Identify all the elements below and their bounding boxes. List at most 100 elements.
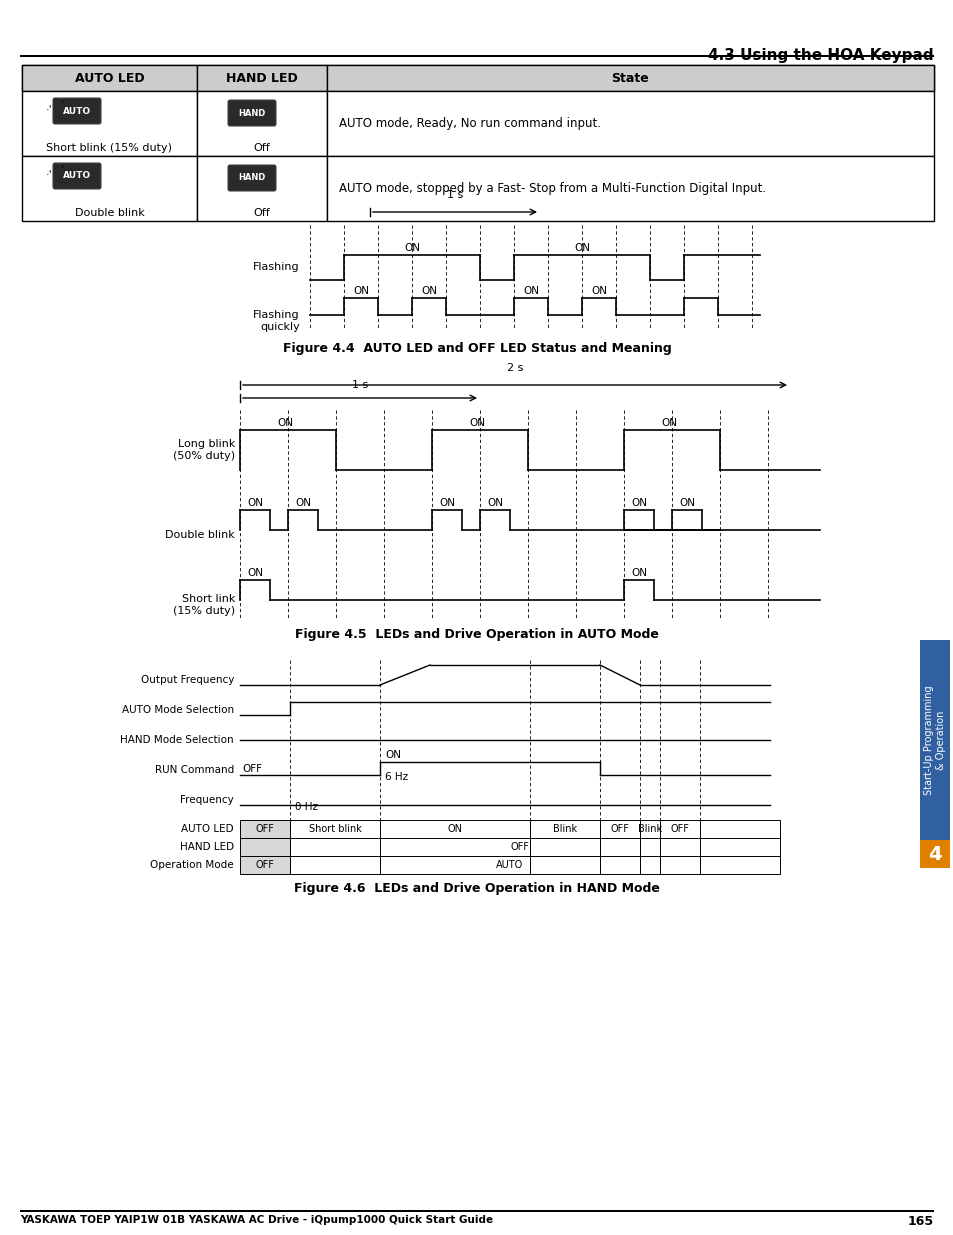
Text: HAND LED: HAND LED [226, 72, 297, 84]
Bar [290, 839, 379, 856]
Text: Off: Off [253, 207, 270, 219]
Text: ON: ON [353, 287, 369, 296]
Text: Blink: Blink [553, 824, 577, 834]
Text: ': ' [60, 99, 64, 109]
Text: AUTO mode, stopped by a Fast- Stop from a Multi-Function Digital Input.: AUTO mode, stopped by a Fast- Stop from … [338, 182, 765, 195]
Text: Figure 4.5  LEDs and Drive Operation in AUTO Mode: Figure 4.5 LEDs and Drive Operation in A… [294, 629, 659, 641]
Bar [700, 856, 780, 874]
Bar [639, 856, 659, 874]
Text: Double blink: Double blink [74, 207, 144, 219]
FancyBboxPatch shape [228, 100, 275, 126]
Text: AUTO mode, Ready, No run command input.: AUTO mode, Ready, No run command input. [338, 117, 600, 130]
Text: Frequency: Frequency [180, 795, 233, 805]
Text: Long blink
(50% duty): Long blink (50% duty) [172, 440, 234, 461]
Bar [530, 839, 599, 856]
Bar [196, 156, 327, 221]
Text: OFF: OFF [255, 824, 274, 834]
Bar [599, 820, 639, 839]
Text: HAND: HAND [238, 173, 265, 183]
Bar [379, 820, 530, 839]
Text: Flashing: Flashing [253, 262, 299, 272]
Text: ·': ·' [46, 104, 52, 114]
Text: Operation Mode: Operation Mode [151, 860, 233, 869]
Text: State: State [611, 72, 649, 84]
Text: AUTO LED: AUTO LED [181, 824, 233, 834]
Text: RUN Command: RUN Command [154, 764, 233, 776]
Text: YASKAWA TOEP YAIP1W 01B YASKAWA AC Drive - iQpump1000 Quick Start Guide: YASKAWA TOEP YAIP1W 01B YASKAWA AC Drive… [20, 1215, 493, 1225]
Text: AUTO: AUTO [63, 172, 91, 180]
Text: OFF: OFF [255, 860, 274, 869]
Text: AUTO LED: AUTO LED [74, 72, 144, 84]
Bar [22, 156, 196, 221]
Bar [599, 839, 639, 856]
Text: ON: ON [385, 750, 400, 760]
Bar [196, 91, 327, 156]
Text: ON: ON [660, 417, 677, 429]
Bar [22, 65, 933, 91]
Bar [530, 820, 599, 839]
Bar [240, 856, 290, 874]
Text: ON: ON [522, 287, 538, 296]
Text: Output Frequency: Output Frequency [140, 676, 233, 685]
FancyBboxPatch shape [228, 165, 275, 191]
Bar [919, 640, 949, 840]
Bar [639, 839, 659, 856]
Bar [379, 856, 530, 874]
Bar [22, 65, 196, 91]
Bar [700, 839, 780, 856]
Text: Double blink: Double blink [165, 530, 234, 540]
Bar [290, 820, 379, 839]
Text: AUTO Mode Selection: AUTO Mode Selection [122, 705, 233, 715]
Bar [659, 839, 700, 856]
Text: ON: ON [447, 824, 462, 834]
Text: Short blink (15% duty): Short blink (15% duty) [47, 143, 172, 153]
Text: Start-Up Programming
& Operation: Start-Up Programming & Operation [923, 685, 944, 795]
Text: ON: ON [403, 243, 419, 253]
Text: OFF: OFF [242, 764, 262, 774]
Bar [20, 56, 933, 57]
Text: Blink: Blink [638, 824, 661, 834]
Text: Figure 4.6  LEDs and Drive Operation in HAND Mode: Figure 4.6 LEDs and Drive Operation in H… [294, 882, 659, 895]
Bar [919, 840, 949, 868]
Text: 0 Hz: 0 Hz [294, 802, 317, 811]
Bar [196, 65, 327, 91]
Text: ON: ON [590, 287, 606, 296]
Text: ON: ON [420, 287, 436, 296]
Text: 6 Hz: 6 Hz [385, 772, 408, 782]
Text: 2 s: 2 s [506, 363, 522, 373]
Text: OFF: OFF [670, 824, 689, 834]
Text: OFF: OFF [610, 824, 629, 834]
Bar [659, 820, 700, 839]
Bar [290, 856, 379, 874]
Text: Off: Off [253, 143, 270, 153]
Bar [599, 856, 639, 874]
Bar [240, 820, 290, 839]
Text: HAND LED: HAND LED [180, 842, 233, 852]
Text: OFF: OFF [510, 842, 529, 852]
Text: ON: ON [438, 498, 455, 508]
FancyBboxPatch shape [53, 98, 101, 124]
Text: ON: ON [574, 243, 589, 253]
Bar [379, 839, 530, 856]
Text: ·': ·' [46, 169, 52, 179]
Text: Flashing
quickly: Flashing quickly [253, 310, 299, 332]
Text: ON: ON [294, 498, 311, 508]
Text: ': ' [60, 164, 64, 174]
Text: Short link
(15% duty): Short link (15% duty) [172, 594, 234, 616]
Bar [327, 156, 933, 221]
Text: ON: ON [469, 417, 484, 429]
Text: AUTO: AUTO [496, 860, 523, 869]
Text: ON: ON [630, 568, 646, 578]
Text: 1 s: 1 s [446, 190, 462, 200]
Text: HAND: HAND [238, 109, 265, 117]
Text: ON: ON [679, 498, 695, 508]
Bar [659, 856, 700, 874]
Text: ON: ON [630, 498, 646, 508]
Bar [700, 820, 780, 839]
Text: 1 s: 1 s [352, 380, 368, 390]
Text: ON: ON [486, 498, 502, 508]
Bar [240, 839, 290, 856]
FancyBboxPatch shape [53, 163, 101, 189]
Text: Figure 4.4  AUTO LED and OFF LED Status and Meaning: Figure 4.4 AUTO LED and OFF LED Status a… [282, 342, 671, 354]
Bar [530, 856, 599, 874]
